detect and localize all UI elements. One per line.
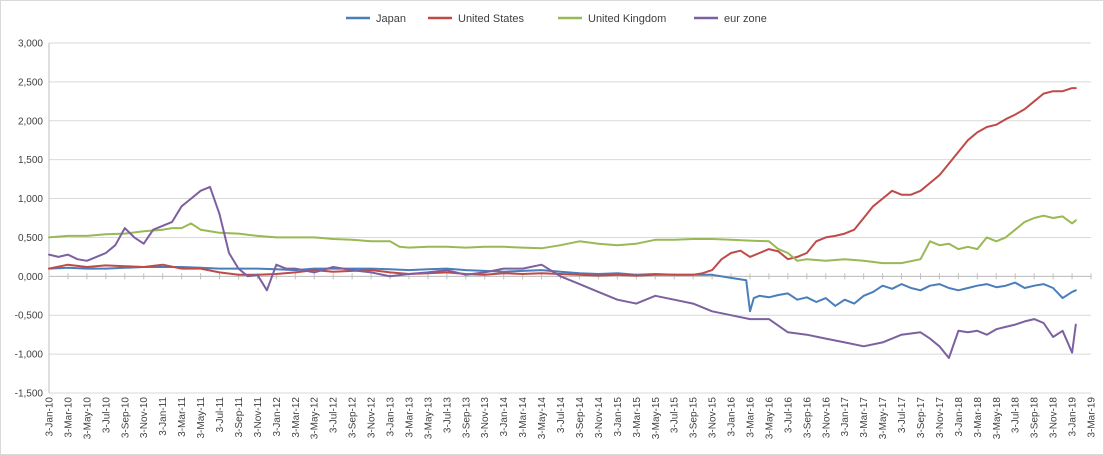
x-tick-label: 3-May-18 xyxy=(992,397,1003,440)
x-tick-label: 3-May-10 xyxy=(82,397,93,440)
legend-label: United States xyxy=(458,13,525,25)
y-tick-label: -0,500 xyxy=(15,311,44,322)
x-tick-label: 3-Jul-12 xyxy=(329,397,340,434)
x-tick-label: 3-Nov-15 xyxy=(708,397,719,439)
x-tick-label: 3-Sep-14 xyxy=(575,397,586,439)
x-tick-label: 3-Jul-11 xyxy=(215,397,226,433)
x-tick-label: 3-Mar-17 xyxy=(859,397,870,438)
legend-item-eur-zone: eur zone xyxy=(694,13,767,25)
x-tick-label: 3-May-12 xyxy=(310,397,321,440)
x-tick-label: 3-Jan-19 xyxy=(1068,397,1079,437)
y-tick-label: 2,500 xyxy=(18,77,43,88)
x-tick-label: 3-May-16 xyxy=(764,397,775,440)
x-tick-label: 3-Mar-10 xyxy=(63,397,74,438)
legend-label: Japan xyxy=(376,13,406,25)
y-tick-label: 3,000 xyxy=(18,39,43,50)
x-tick-label: 3-Mar-14 xyxy=(518,397,529,438)
x-tick-label: 3-May-14 xyxy=(537,397,548,440)
x-tick-label: 3-Jul-14 xyxy=(556,397,567,434)
x-tick-label: 3-May-13 xyxy=(423,397,434,440)
x-tick-label: 3-Mar-15 xyxy=(632,397,643,438)
x-tick-label: 3-Jul-15 xyxy=(670,397,681,434)
series-line-united-kingdom xyxy=(48,214,1077,265)
series-lines xyxy=(48,87,1077,359)
x-tick-label: 3-Jul-17 xyxy=(897,397,908,434)
x-tick-label: 3-Sep-13 xyxy=(461,397,472,439)
y-tick-label: -1,500 xyxy=(15,389,44,400)
y-tick-label: -1,000 xyxy=(15,350,44,361)
x-tick-label: 3-Sep-15 xyxy=(689,397,700,439)
series-line-eur-zone xyxy=(48,185,1077,359)
x-tick-label: 3-Nov-13 xyxy=(480,397,491,439)
gridlines xyxy=(49,42,1091,394)
x-tick-label: 3-Jan-13 xyxy=(386,397,397,437)
x-tick-label: 3-Nov-11 xyxy=(253,397,264,438)
x-tick-label: 3-Sep-12 xyxy=(348,397,359,439)
legend-item-japan: Japan xyxy=(346,13,406,25)
legend-label: eur zone xyxy=(724,13,767,25)
y-tick-label: 1,000 xyxy=(18,194,43,205)
x-tick-label: 3-May-17 xyxy=(878,397,889,440)
x-tick-label: 3-Sep-10 xyxy=(120,397,131,439)
legend-label: United Kingdom xyxy=(588,13,666,25)
legend-item-united-states: United States xyxy=(428,13,525,25)
x-tick-label: 3-Jan-15 xyxy=(613,397,624,437)
y-tick-label: 0,000 xyxy=(18,272,43,283)
x-tick-label: 3-May-11 xyxy=(196,397,207,439)
x-tick-label: 3-Jan-17 xyxy=(840,397,851,437)
x-tick-label: 3-Mar-16 xyxy=(745,397,756,438)
x-tick-label: 3-Sep-11 xyxy=(234,397,245,438)
x-tick-label: 3-Nov-14 xyxy=(594,397,605,439)
x-tick-label: 3-Jan-14 xyxy=(499,397,510,437)
y-tick-label: 2,000 xyxy=(18,116,43,127)
legend-item-united-kingdom: United Kingdom xyxy=(558,13,666,25)
x-tick-label: 3-Jul-18 xyxy=(1011,397,1022,434)
x-tick-label: 3-Jan-10 xyxy=(45,397,56,437)
x-tick-label: 3-Mar-13 xyxy=(404,397,415,438)
x-tick-label: 3-Nov-17 xyxy=(935,397,946,439)
series-line-japan xyxy=(48,266,1077,313)
x-tick-label: 3-Jan-18 xyxy=(954,397,965,437)
x-tick-label: 3-Mar-19 xyxy=(1087,397,1098,438)
x-tick-label: 3-Jan-16 xyxy=(727,397,738,437)
x-tick-label: 3-Jan-12 xyxy=(272,397,283,437)
x-tick-label: 3-May-15 xyxy=(651,397,662,440)
x-tick-label: 3-Nov-16 xyxy=(821,397,832,439)
x-tick-label: 3-Nov-12 xyxy=(367,397,378,439)
x-tick-label: 3-Sep-18 xyxy=(1030,397,1041,439)
x-tick-label: 3-Jul-13 xyxy=(442,397,453,434)
x-tick-label: 3-Jan-11 xyxy=(158,397,169,436)
x-tick-label: 3-Jul-16 xyxy=(783,397,794,434)
y-tick-label: 0,500 xyxy=(18,233,43,244)
axes: -1,500 -1,000 -0,500 0,000 0,500 1,000 1,500 2,… xyxy=(15,39,1098,440)
x-tick-label: 3-Jul-10 xyxy=(101,397,112,434)
y-tick-label: 1,500 xyxy=(18,155,43,166)
x-tick-label: 3-Mar-11 xyxy=(177,397,188,437)
x-tick-label: 3-Nov-10 xyxy=(139,397,150,439)
x-tick-label: 3-Sep-16 xyxy=(802,397,813,439)
x-tick-label: 3-Mar-12 xyxy=(291,397,302,438)
x-tick-label: 3-Sep-17 xyxy=(916,397,927,439)
legend: Japan United States United Kingdom eur zone xyxy=(346,13,767,25)
x-tick-label: 3-Mar-18 xyxy=(973,397,984,438)
x-tick-label: 3-Nov-18 xyxy=(1049,397,1060,439)
series-line-united-states xyxy=(48,87,1077,277)
